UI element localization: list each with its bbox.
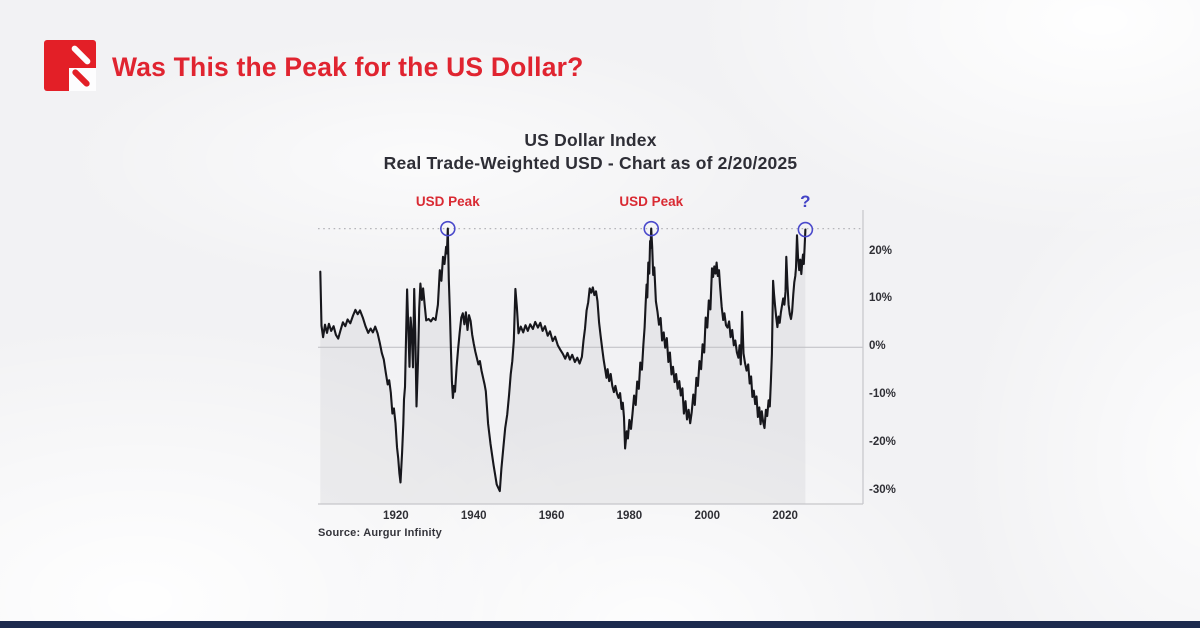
footer-accent-bar	[0, 621, 1200, 628]
x-axis-tick-label: 1940	[460, 510, 487, 522]
chart-subtitle: Real Trade-Weighted USD - Chart as of 2/…	[383, 153, 798, 173]
logo-white-dash	[70, 44, 92, 66]
usd-index-line	[319, 227, 807, 493]
y-axis-tick-label: 10%	[869, 292, 893, 305]
x-axis-tick-label: 2000	[694, 510, 721, 522]
x-axis-tick-label: 1960	[538, 510, 565, 522]
x-axis-tick-label: 2020	[772, 510, 798, 522]
chart-title: US Dollar Index	[524, 130, 657, 150]
peak-annotation-label: USD Peak	[415, 194, 480, 209]
y-axis-tick-label: -20%	[869, 435, 896, 448]
peak-annotation-label: USD Peak	[619, 194, 684, 209]
series-area-fill	[320, 228, 806, 504]
y-axis-tick-label: 20%	[869, 244, 893, 257]
usd-index-chart	[318, 210, 864, 505]
y-axis-tick-label: 0%	[869, 340, 886, 353]
chart-source: Source: Aurgur Infinity	[318, 527, 442, 539]
peak-marker-circle	[797, 221, 814, 238]
background-swoosh	[960, 140, 1200, 628]
background-swoosh	[690, 0, 1200, 240]
peak-marker-circle	[643, 220, 660, 237]
x-axis-tick-label: 1980	[616, 510, 643, 522]
peak-marker-circle	[440, 220, 456, 237]
y-axis-tick-label: -10%	[869, 388, 896, 400]
y-axis-tick-label: -30%	[869, 483, 896, 496]
peak-annotation-label: ?	[800, 192, 811, 211]
brand-logo-icon	[44, 40, 96, 91]
headline: Was This the Peak for the US Dollar?	[112, 52, 584, 82]
usd-index-chart-plot	[318, 210, 864, 505]
chart-title-block: US Dollar Index Real Trade-Weighted USD …	[318, 129, 863, 175]
x-axis-tick-label: 1920	[383, 510, 409, 522]
